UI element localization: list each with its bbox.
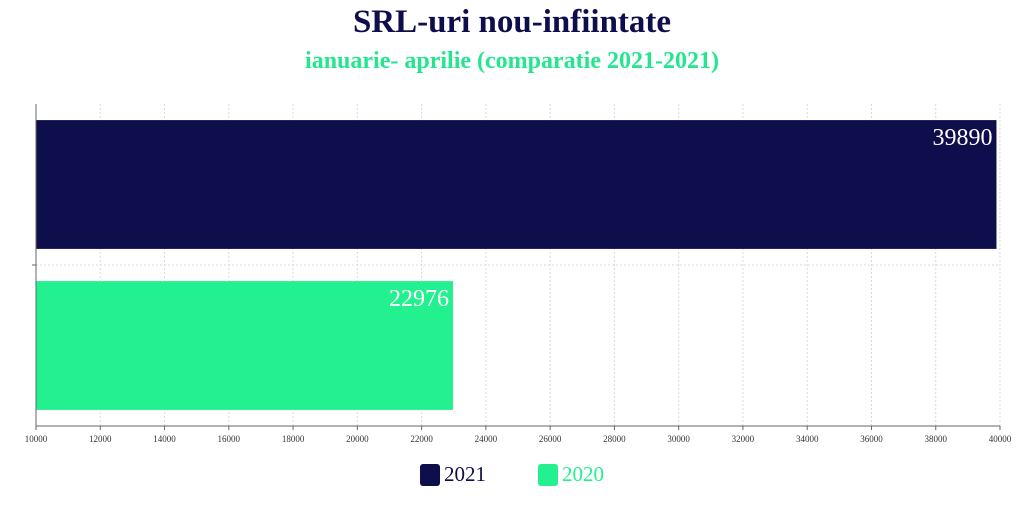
x-tick-label: 38000 [924,434,947,444]
bar-2021[interactable] [36,120,997,249]
x-tick-label: 22000 [410,434,433,444]
bar-value-label-2021: 39890 [932,125,992,151]
legend-item-2020[interactable]: 2020 [538,462,604,487]
x-tick-label: 28000 [603,434,626,444]
legend-swatch-2020 [538,463,558,486]
x-tick-label: 14000 [153,434,176,444]
x-tick-label: 24000 [475,434,498,444]
legend-label-2021: 2021 [444,462,486,486]
axes-group [32,104,1000,427]
x-tick-label: 12000 [89,434,112,444]
legend: 2021 2020 [0,462,1024,487]
x-tick-label: 18000 [282,434,305,444]
bar-value-label-2020: 22976 [389,286,449,312]
chart-title: SRL-uri nou-infiintate [352,4,672,40]
x-tick-label: 32000 [732,434,755,444]
x-tick-label: 34000 [796,434,819,444]
chart-subtitle: ianuarie- aprilie (comparatie 2021-2021) [305,48,719,74]
x-tick-label: 20000 [346,434,369,444]
bar-2020[interactable] [36,281,453,410]
bars-group: 39890 22976 [36,120,997,410]
legend-label-2020: 2020 [562,462,604,486]
x-tick-label: 16000 [218,434,241,444]
x-tick-label: 26000 [539,434,562,444]
x-tick-label: 40000 [989,434,1012,444]
x-tick-label: 36000 [860,434,883,444]
legend-swatch-2021 [420,463,440,486]
legend-item-2021[interactable]: 2021 [420,462,486,487]
x-axis-ticks: 10000 12000 14000 16000 18000 20000 22000 24000… [25,426,1012,444]
x-tick-label: 30000 [667,434,690,444]
x-tick-label: 10000 [25,434,48,444]
